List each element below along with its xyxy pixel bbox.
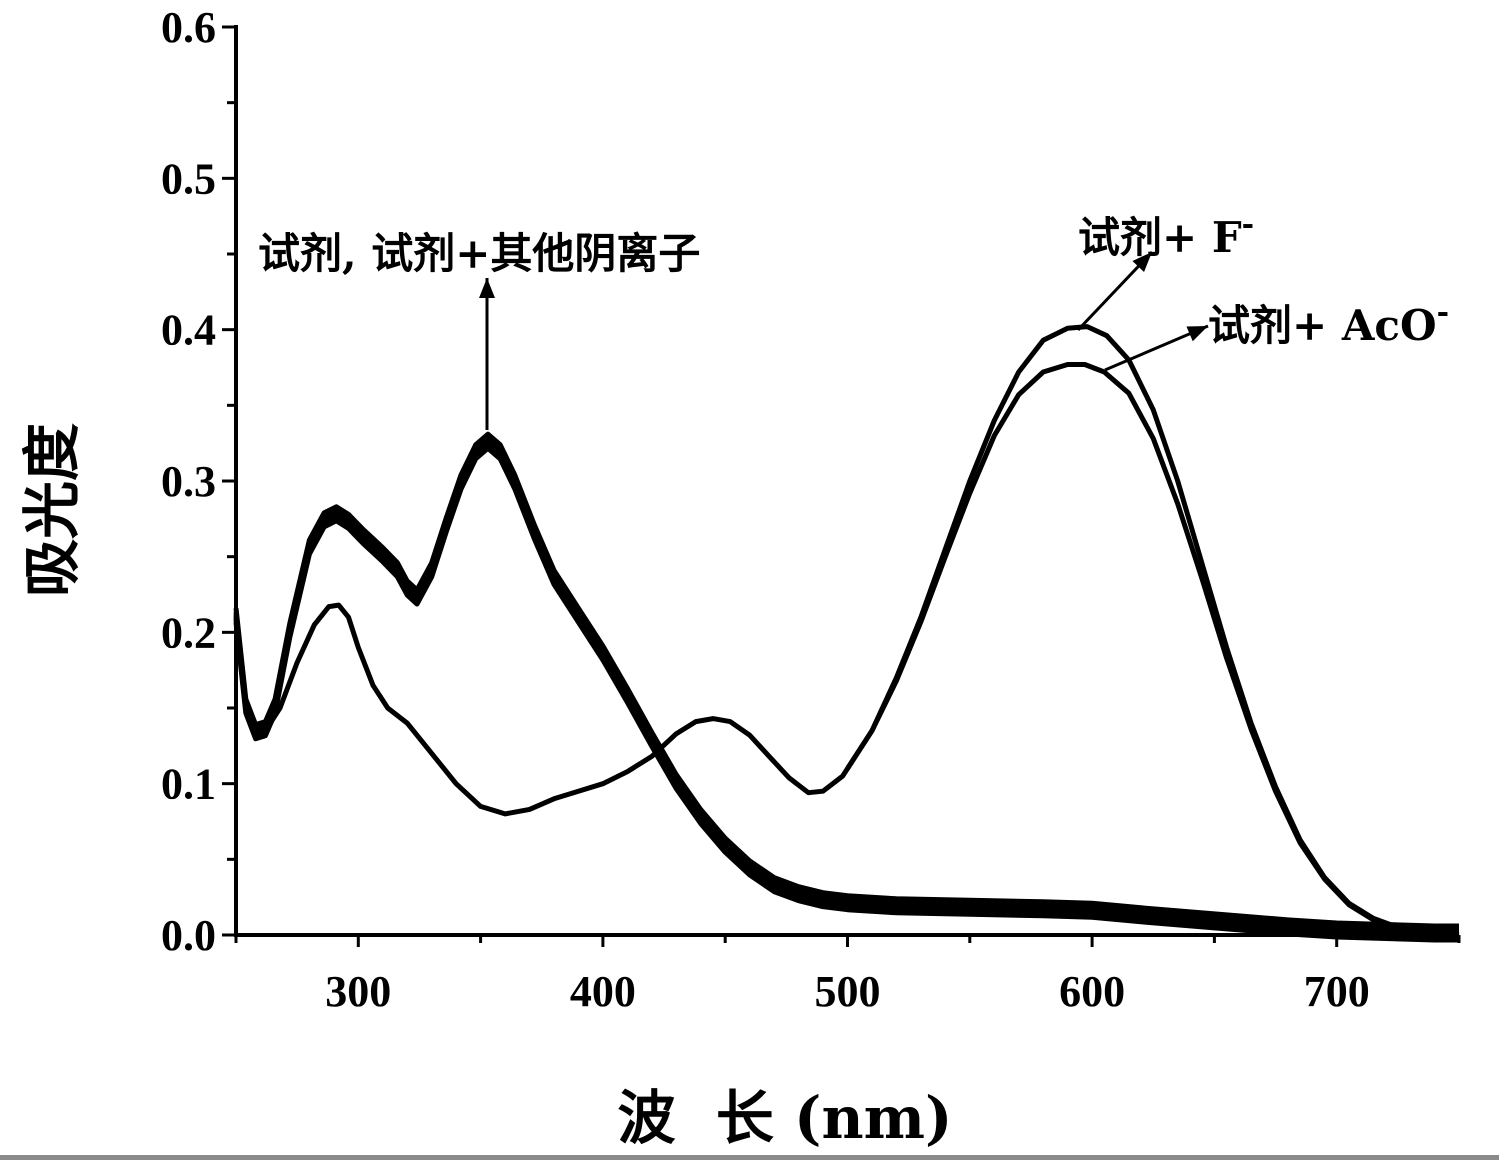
- x-tick-label: 500: [815, 967, 881, 1016]
- series-group: [233, 324, 1460, 943]
- series-line-reagent-other-anions: [233, 445, 1459, 943]
- arrow-reagent-other-anions-head: [479, 278, 495, 298]
- y-tick-label: 0.5: [161, 154, 216, 203]
- y-tick-label: 0.3: [161, 457, 216, 506]
- x-tick-label: 400: [570, 967, 636, 1016]
- x-tick-label: 600: [1059, 967, 1125, 1016]
- y-tick-label: 0.2: [161, 608, 216, 657]
- series-line-reagent-other-anions: [233, 442, 1459, 940]
- series-line-reagent-acetate: [845, 362, 1460, 938]
- y-axis-title: 吸光度: [18, 423, 86, 597]
- series-line-reagent-other-anions: [233, 431, 1459, 929]
- annotation-reagent-acetate-text: 试剂+ AcO: [1208, 301, 1437, 350]
- arrow-reagent-acetate-head: [1186, 326, 1208, 342]
- y-tick-label: 0.0: [161, 911, 216, 960]
- arrow-reagent-fluoride-head: [1132, 252, 1152, 273]
- ticks: 300 400 500 600 700 0.0 0.1 0.2 0.3 0.4 0.5 0.6: [161, 3, 1461, 1016]
- annotation-reagent-fluoride: 试剂+ F-: [1078, 207, 1254, 262]
- annotation-reagent-other-anions: 试剂, 试剂+其他阴离子: [258, 229, 700, 278]
- annotation-fluoride-superscript: -: [1242, 207, 1254, 242]
- annotation-reagent-fluoride-text: 试剂+ F: [1078, 213, 1242, 262]
- y-tick-label: 0.1: [161, 760, 216, 809]
- x-axis-title: 波 长 (nm): [617, 1084, 952, 1152]
- x-tick-label: 300: [325, 967, 391, 1016]
- axes: [234, 25, 1459, 937]
- y-tick-label: 0.4: [161, 306, 216, 355]
- series-line-reagent-other-anions: [233, 435, 1459, 933]
- y-tick-label: 0.6: [161, 3, 216, 52]
- annotation-reagent-acetate: 试剂+ AcO-: [1208, 295, 1449, 350]
- series-line-reagent-fluoride: [233, 324, 1460, 938]
- annotation-arrows: [479, 250, 1209, 430]
- annotation-acetate-superscript: -: [1437, 295, 1449, 330]
- series-line-reagent-other-anions: [233, 438, 1459, 936]
- x-tick-label: 700: [1304, 967, 1370, 1016]
- bottom-strip: [0, 1155, 1499, 1160]
